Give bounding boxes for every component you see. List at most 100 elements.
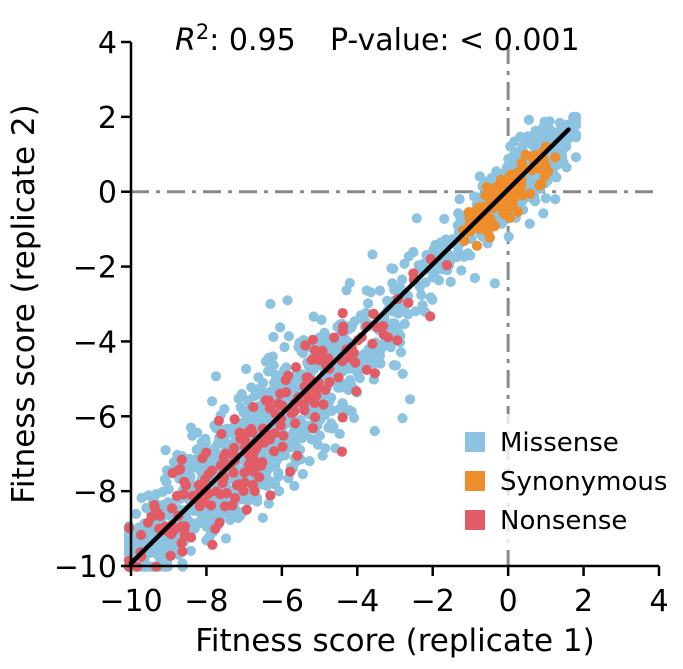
data-point bbox=[192, 463, 203, 474]
data-point bbox=[425, 311, 436, 322]
data-point bbox=[338, 321, 349, 332]
data-point bbox=[269, 428, 280, 439]
data-point bbox=[264, 403, 275, 414]
data-point bbox=[521, 133, 532, 145]
data-point bbox=[166, 503, 178, 514]
data-point bbox=[220, 533, 232, 544]
data-point bbox=[564, 132, 575, 143]
data-point bbox=[540, 193, 551, 204]
data-point bbox=[405, 394, 416, 405]
data-point bbox=[166, 529, 177, 540]
data-point bbox=[482, 189, 494, 200]
data-point bbox=[136, 529, 147, 541]
x-tick-label: 0 bbox=[499, 584, 518, 619]
data-point bbox=[503, 231, 514, 242]
data-point bbox=[454, 194, 465, 205]
data-point bbox=[124, 522, 135, 534]
data-point bbox=[308, 311, 319, 322]
data-point bbox=[427, 294, 438, 305]
data-point bbox=[504, 212, 516, 223]
data-point bbox=[159, 474, 171, 485]
data-point bbox=[163, 484, 174, 495]
data-point bbox=[165, 550, 176, 562]
data-point bbox=[463, 248, 474, 259]
data-point bbox=[242, 427, 253, 438]
fit-line bbox=[128, 127, 571, 566]
data-point bbox=[241, 363, 252, 375]
data-point bbox=[206, 465, 218, 476]
data-point bbox=[259, 437, 270, 448]
data-point bbox=[367, 338, 378, 349]
data-point bbox=[309, 345, 320, 356]
data-point bbox=[550, 194, 561, 205]
data-point bbox=[524, 218, 535, 229]
data-point bbox=[337, 308, 348, 319]
data-point bbox=[392, 335, 403, 346]
series-synonymous bbox=[458, 141, 561, 251]
y-tick-label: −6 bbox=[73, 400, 117, 435]
data-point bbox=[282, 295, 293, 306]
x-tick-label: −10 bbox=[99, 584, 162, 619]
tick-labels: −10 −8 −6 −4 −2 0 2 4 −10 −8 −6 −4 −2 0 2 4 bbox=[54, 26, 669, 619]
data-point bbox=[186, 532, 197, 543]
legend-item-nonsense: Nonsense bbox=[465, 506, 627, 536]
data-point bbox=[176, 521, 187, 532]
data-point bbox=[386, 263, 397, 274]
data-point bbox=[207, 396, 218, 407]
data-point bbox=[416, 289, 427, 301]
data-point bbox=[369, 368, 380, 379]
data-point bbox=[506, 192, 517, 203]
data-point bbox=[473, 202, 484, 214]
data-point bbox=[348, 412, 360, 423]
data-point bbox=[550, 152, 561, 163]
data-point bbox=[368, 358, 380, 369]
data-point bbox=[316, 314, 327, 325]
legend-swatch-nonsense bbox=[465, 510, 485, 530]
legend-background bbox=[452, 414, 670, 546]
data-point bbox=[173, 465, 184, 476]
data-point bbox=[177, 546, 188, 557]
data-point bbox=[430, 239, 441, 250]
data-point bbox=[176, 454, 187, 465]
x-tick-label: 2 bbox=[574, 584, 593, 619]
data-point bbox=[471, 240, 483, 251]
data-point bbox=[283, 331, 294, 342]
data-point bbox=[395, 347, 407, 358]
data-point bbox=[249, 486, 260, 497]
legend-swatch-missense bbox=[465, 432, 485, 452]
data-point bbox=[275, 322, 286, 333]
data-point bbox=[283, 370, 294, 381]
data-point bbox=[411, 213, 422, 224]
data-point bbox=[570, 152, 582, 163]
x-axis-label: Fitness score (replicate 1) bbox=[195, 623, 594, 659]
data-point bbox=[420, 277, 431, 288]
data-point bbox=[270, 369, 281, 381]
data-point bbox=[489, 278, 500, 289]
legend-item-synonymous: Synonymous bbox=[465, 467, 667, 497]
title-r-squared: R2: 0.95 bbox=[175, 20, 296, 58]
data-point bbox=[219, 501, 230, 512]
data-point bbox=[257, 512, 268, 523]
data-point bbox=[278, 430, 289, 441]
data-point bbox=[248, 401, 259, 413]
data-point bbox=[213, 415, 224, 426]
data-point bbox=[502, 203, 513, 214]
data-point bbox=[136, 492, 147, 503]
data-point bbox=[258, 377, 269, 388]
data-point bbox=[290, 362, 302, 373]
data-point bbox=[210, 371, 222, 382]
legend-label: Synonymous bbox=[500, 467, 667, 497]
data-point bbox=[239, 477, 250, 488]
data-point bbox=[260, 356, 271, 367]
data-point bbox=[239, 467, 250, 478]
data-point bbox=[403, 251, 414, 262]
data-point bbox=[517, 190, 528, 201]
data-point bbox=[368, 308, 379, 319]
data-point bbox=[160, 445, 171, 456]
data-point bbox=[263, 498, 274, 509]
data-point bbox=[367, 249, 378, 260]
data-point bbox=[130, 508, 142, 519]
data-point bbox=[537, 123, 548, 134]
